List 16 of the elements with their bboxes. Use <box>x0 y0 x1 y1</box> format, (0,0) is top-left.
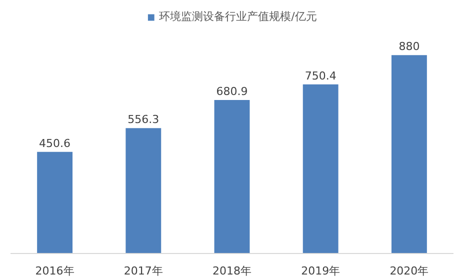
data-label: 750.4 <box>304 69 336 82</box>
x-tick-label: 2017年 <box>124 264 163 278</box>
bar <box>302 84 338 254</box>
data-label: 556.3 <box>128 113 160 126</box>
data-label: 450.6 <box>39 136 71 150</box>
bar <box>126 128 162 254</box>
bar <box>391 55 427 254</box>
bar <box>214 100 250 254</box>
x-tick-label: 2016年 <box>35 264 74 278</box>
x-tick-label: 2020年 <box>390 264 429 278</box>
bar <box>37 152 73 254</box>
x-tick-label: 2018年 <box>212 264 252 278</box>
legend-label: 环境监测设备行业产值规模/亿元 <box>159 9 317 24</box>
data-label: 680.9 <box>216 84 248 98</box>
x-tick-label: 2019年 <box>301 264 340 278</box>
data-label: 880 <box>398 40 420 54</box>
